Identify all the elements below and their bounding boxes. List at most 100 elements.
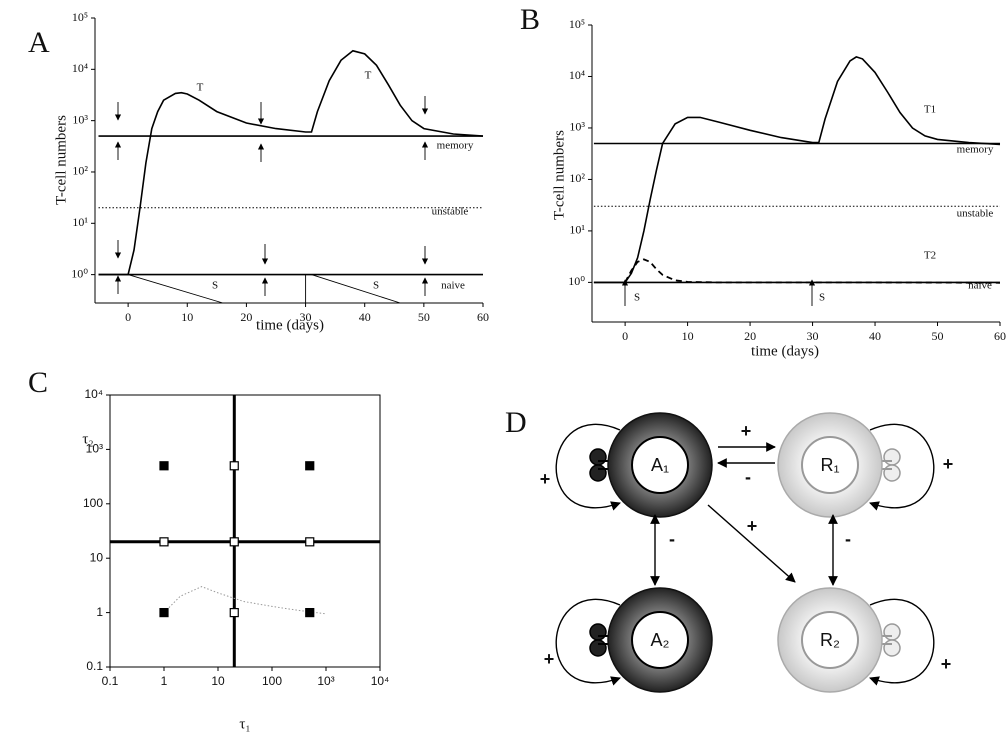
- x-tick-label: 60: [477, 310, 489, 324]
- x-tick-label: 10³: [317, 674, 334, 688]
- x-tick-label: 0: [125, 310, 131, 324]
- y-tick-label: 10³: [569, 120, 585, 134]
- y-tick-label: 10⁵: [72, 10, 88, 24]
- data-point: [159, 537, 169, 547]
- y-axis-label: T-cell numbers: [53, 115, 69, 205]
- x-tick-label: 1: [161, 674, 168, 688]
- data-line: [311, 274, 401, 304]
- edge-sign: +: [747, 516, 758, 536]
- data-point: [229, 537, 239, 547]
- x-tick-label: 50: [932, 329, 944, 343]
- x-axis-label: time (days): [256, 317, 324, 333]
- data-point: [159, 607, 169, 618]
- y-tick-label: 10⁰: [71, 266, 88, 280]
- x-tick-label: 10: [211, 674, 225, 688]
- y-tick-label: 10⁴: [84, 387, 103, 401]
- data-point: [229, 461, 239, 471]
- receptor: [883, 448, 901, 466]
- panel-label: B: [520, 3, 540, 36]
- data-line: [127, 274, 223, 304]
- data-line: [98, 49, 484, 276]
- edge-sign: +: [540, 469, 551, 489]
- x-tick-label: 50: [418, 310, 430, 324]
- data-point: [229, 607, 239, 618]
- annotation: T2: [924, 250, 936, 262]
- receptor: [883, 623, 901, 641]
- x-tick-label: 0: [622, 329, 628, 343]
- data-line: [593, 56, 1001, 284]
- edge: [707, 504, 796, 583]
- y-tick-label: 10³: [86, 442, 103, 456]
- x-tick-label: 60: [994, 329, 1006, 343]
- data-point: [159, 461, 169, 471]
- nucleus: [801, 611, 859, 669]
- y-tick-label: 10⁵: [569, 17, 585, 31]
- nucleus: [631, 436, 689, 494]
- annotation: S: [212, 280, 218, 292]
- nucleus: [631, 611, 689, 669]
- receptor: [589, 639, 607, 657]
- y-tick-label: 10⁰: [568, 274, 585, 288]
- y-axis-label: τ₂: [82, 431, 93, 447]
- annotation: unstable: [432, 206, 469, 218]
- nucleus: [801, 436, 859, 494]
- data-point: [305, 461, 315, 471]
- x-axis-label: τ₁: [239, 716, 250, 732]
- x-tick-label: 0.1: [102, 674, 119, 688]
- receptor: [883, 639, 901, 657]
- data-point: [305, 607, 315, 618]
- y-tick-label: 10¹: [569, 223, 585, 237]
- panel-label: D: [505, 406, 527, 439]
- y-tick-label: 10: [90, 550, 104, 564]
- annotation: S: [373, 280, 379, 292]
- receptor: [589, 464, 607, 482]
- annotation: T1: [924, 104, 936, 116]
- annotation: S: [634, 292, 640, 304]
- y-tick-label: 10²: [569, 171, 585, 185]
- edge-sign: -: [845, 529, 851, 549]
- node-label: A₁: [651, 455, 669, 475]
- x-tick-label: 40: [869, 329, 881, 343]
- data-line: [624, 258, 1001, 284]
- y-tick-label: 100: [83, 496, 103, 510]
- y-tick-label: 10¹: [72, 215, 88, 229]
- edge: [869, 423, 935, 511]
- x-tick-label: 10: [181, 310, 193, 324]
- edge-sign: -: [745, 467, 751, 487]
- receptor: [589, 448, 607, 466]
- x-tick-label: 10⁴: [371, 674, 390, 688]
- edge-sign: +: [941, 654, 952, 674]
- annotation: T: [365, 70, 372, 82]
- annotation: memory: [437, 140, 474, 152]
- annotation: naive: [968, 280, 992, 292]
- panel-label: C: [28, 366, 48, 399]
- x-tick-label: 20: [744, 329, 756, 343]
- edge: [555, 423, 621, 511]
- x-tick-label: 30: [807, 329, 819, 343]
- x-tick-label: 10: [682, 329, 694, 343]
- edge-sign: +: [943, 454, 954, 474]
- node-label: R₂: [820, 630, 840, 650]
- x-tick-label: 40: [359, 310, 371, 324]
- annotation: unstable: [957, 208, 994, 220]
- data-line: [163, 586, 327, 615]
- receptor: [589, 623, 607, 641]
- x-tick-label: 100: [262, 674, 282, 688]
- x-tick-label: 30: [300, 310, 312, 324]
- edge: [555, 598, 621, 686]
- receptor: [883, 464, 901, 482]
- y-tick-label: 10²: [72, 164, 88, 178]
- edge-sign: +: [741, 421, 752, 441]
- y-tick-label: 0.1: [86, 659, 103, 673]
- edge-sign: -: [669, 529, 675, 549]
- data-point: [305, 537, 315, 547]
- node-label: R₁: [820, 455, 839, 475]
- annotation: naive: [441, 280, 465, 292]
- edge-sign: +: [544, 649, 555, 669]
- plot-frame: [109, 394, 381, 668]
- annotation: T: [197, 82, 204, 94]
- y-tick-label: 10⁴: [569, 68, 585, 82]
- node-label: A₂: [651, 630, 670, 650]
- y-tick-label: 10³: [72, 112, 88, 126]
